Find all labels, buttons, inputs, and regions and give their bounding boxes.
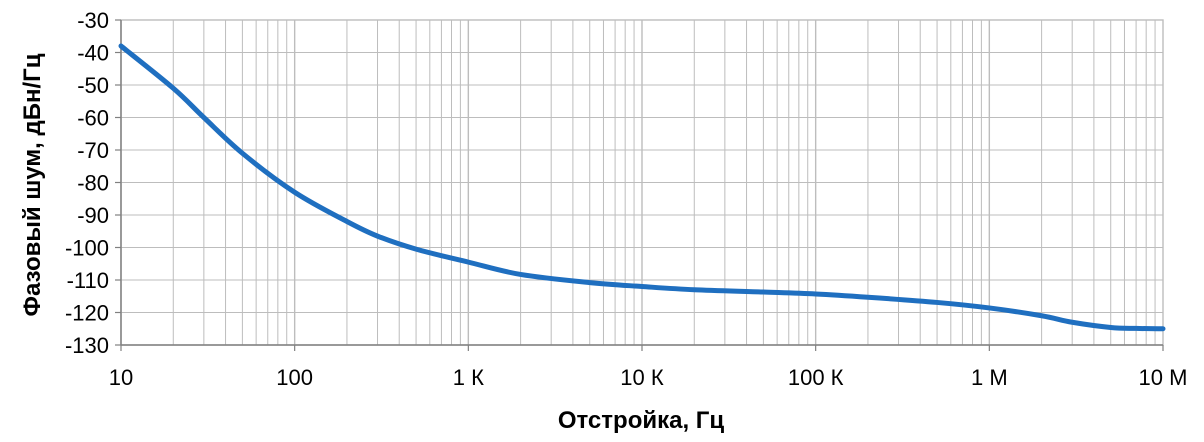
x-tick-label: 10 xyxy=(109,365,133,390)
y-axis-title: Фазовый шум, дБн/Гц xyxy=(19,53,46,316)
x-tick-label: 10 М xyxy=(1139,365,1188,390)
x-tick-label: 100 xyxy=(276,365,313,390)
y-tick-label: -70 xyxy=(77,138,109,163)
x-axis-title: Отстройка, Гц xyxy=(558,407,725,434)
series-layer xyxy=(118,43,1166,332)
y-tick-label: -120 xyxy=(65,301,109,326)
y-tick-label: -110 xyxy=(67,268,109,293)
x-tick-label: 1 М xyxy=(971,365,1008,390)
y-tick-label: -90 xyxy=(77,203,109,228)
y-tick-label: -80 xyxy=(77,171,109,196)
y-tick-label: -60 xyxy=(77,106,109,131)
plot-frame xyxy=(115,19,1164,351)
x-tick-label: 1 К xyxy=(453,365,484,390)
y-tick-label: -30 xyxy=(77,8,109,33)
y-tick-label: -50 xyxy=(77,73,109,98)
x-tick-labels: 10 100 1 К 10 К 100 К 1 М 10 М xyxy=(109,365,1188,390)
x-tick-label: 100 К xyxy=(788,365,844,390)
y-tick-label: -100 xyxy=(65,236,109,261)
grid-lines xyxy=(120,19,1163,346)
phase-noise-series-line xyxy=(118,43,1166,332)
y-tick-label: -40 xyxy=(77,41,109,66)
y-tick-label: -130 xyxy=(65,333,109,358)
y-tick-labels: -30 -40 -50 -60 -70 -80 -90 -100 -110 -120 -130 xyxy=(65,8,109,358)
x-tick-label: 10 К xyxy=(620,365,664,390)
